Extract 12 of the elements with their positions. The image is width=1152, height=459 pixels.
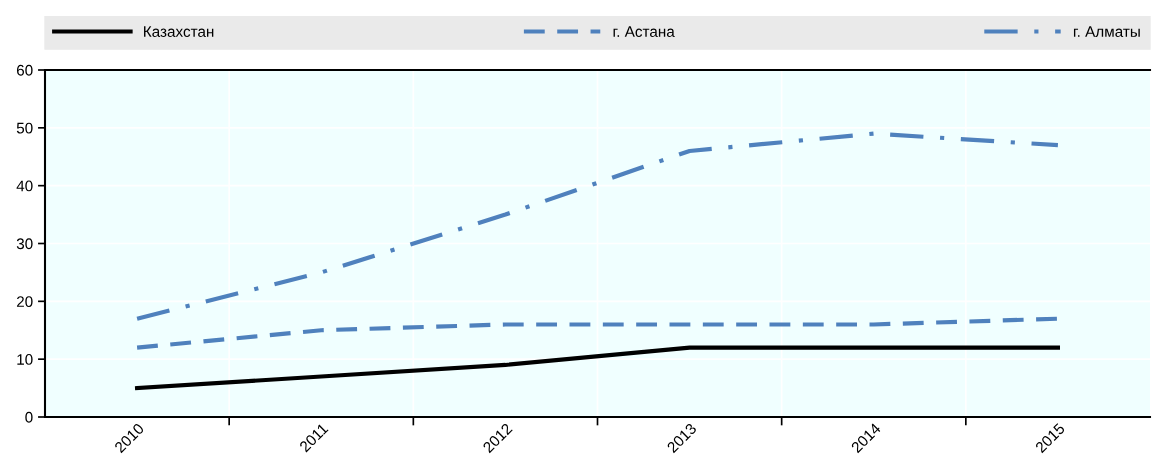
line-series xyxy=(134,345,1061,391)
legend-label: г. Алматы xyxy=(1073,26,1140,37)
y-tick-label: 40 xyxy=(16,180,33,192)
y-tick-label: 60 xyxy=(16,64,33,76)
y-tick-label: 30 xyxy=(16,238,33,250)
line-series xyxy=(134,131,1061,321)
legend-label: Казахстан xyxy=(144,26,214,37)
legend-label: г. Астана xyxy=(613,26,675,37)
y-tick-label: 50 xyxy=(16,122,33,134)
y-tick-label: 10 xyxy=(17,354,33,365)
y-tick-label: 0 xyxy=(25,411,33,423)
y-tick-label: 20 xyxy=(16,296,33,308)
